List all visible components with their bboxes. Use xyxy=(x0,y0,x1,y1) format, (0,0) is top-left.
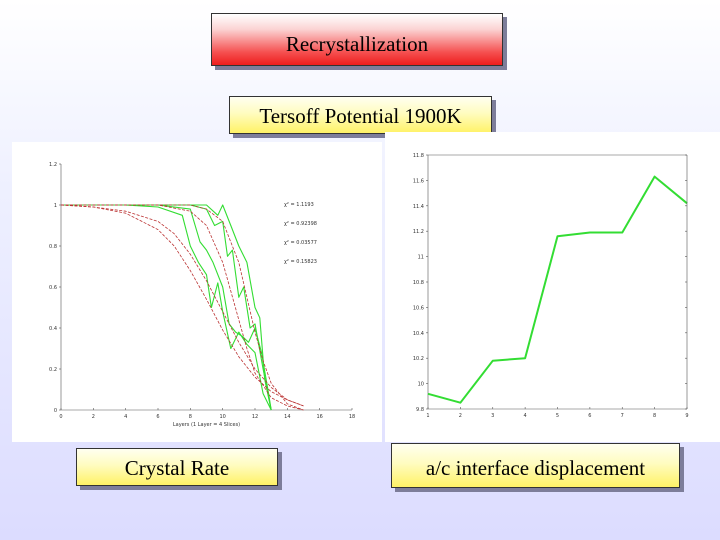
crystal-rate-caption: Crystal Rate xyxy=(76,448,278,486)
x-tick-label: 2 xyxy=(92,414,95,420)
displacement-chart-panel: 9.8 10 10.2 10.4 10.6 10.8 11 11.2 11.4 11.6 11.8 1… xyxy=(385,132,720,442)
x-tick-label: 10 xyxy=(219,414,225,420)
x-tick-label: 16 xyxy=(316,414,322,420)
displacement-caption: a/c interface displacement xyxy=(391,443,680,488)
x-tick-label: 4 xyxy=(524,413,527,419)
y-tick-label: 0.4 xyxy=(49,326,57,332)
slide-subtitle: Tersoff Potential 1900K xyxy=(229,96,492,134)
legend-entry: χ² = 1.1193 xyxy=(284,202,314,208)
y-tick-label: 0.6 xyxy=(49,285,57,291)
displacement-chart: 9.8 10 10.2 10.4 10.6 10.8 11 11.2 11.4 11.6 11.8 1… xyxy=(413,153,689,419)
x-tick-label: 18 xyxy=(349,414,355,420)
x-tick-label: 5 xyxy=(556,413,559,419)
y-tick-label: 11 xyxy=(418,255,424,261)
y-tick-label: 11.6 xyxy=(413,178,424,184)
x-tick-label: 4 xyxy=(124,414,127,420)
x-tick-label: 9 xyxy=(685,413,688,419)
x-tick-label: 6 xyxy=(156,414,159,420)
slide-subtitle-text: Tersoff Potential 1900K xyxy=(259,104,462,128)
x-tick-label: 14 xyxy=(284,414,290,420)
x-tick-label: 3 xyxy=(491,413,494,419)
x-tick-label: 0 xyxy=(59,414,62,420)
y-tick-label: 10.6 xyxy=(413,305,424,311)
legend-entry: χ² = 0.15823 xyxy=(284,259,317,265)
series-line-displacement xyxy=(427,175,688,404)
crystal-rate-chart: 0 0.2 0.4 0.6 0.8 1 1.2 0 2 4 6 8 10 12 14 16 18 Layers (… xyxy=(49,162,355,428)
slide-title-text: Recrystallization xyxy=(285,32,429,56)
crystal-rate-chart-panel: 0 0.2 0.4 0.6 0.8 1 1.2 0 2 4 6 8 10 12 14 16 18 Layers (… xyxy=(12,142,382,442)
legend-entry: χ² = 0.03577 xyxy=(284,240,317,246)
x-tick-label: 7 xyxy=(621,413,624,419)
x-tick-label: 8 xyxy=(189,414,192,420)
x-tick-label: 1 xyxy=(426,413,429,419)
y-tick-label: 11.8 xyxy=(413,153,424,159)
y-tick-label: 1 xyxy=(54,203,57,209)
x-tick-label: 8 xyxy=(653,413,656,419)
series-line-data-1 xyxy=(61,204,272,411)
y-tick-label: 0.8 xyxy=(49,244,57,250)
x-tick-label: 6 xyxy=(588,413,591,419)
y-tick-label: 10.4 xyxy=(413,331,424,337)
series-line-data-4 xyxy=(61,204,272,411)
y-tick-label: 11.4 xyxy=(413,204,424,210)
slide-title: Recrystallization xyxy=(211,13,503,66)
y-tick-label: 10.2 xyxy=(413,356,424,362)
x-axis-title: Layers (1 Layer = 4 Slices) xyxy=(173,422,240,428)
series-line-fit-3 xyxy=(61,204,304,411)
series-line-data-2 xyxy=(61,204,272,411)
displacement-caption-text: a/c interface displacement xyxy=(425,456,646,480)
y-tick-label: 0.2 xyxy=(49,367,57,373)
y-tick-label: 1.2 xyxy=(49,162,57,168)
crystal-rate-caption-text: Crystal Rate xyxy=(124,456,230,480)
series-line-fit-2 xyxy=(60,204,304,407)
series-line-fit-4 xyxy=(61,204,304,411)
y-tick-label: 0 xyxy=(54,408,57,414)
series-line-data-3 xyxy=(61,204,272,411)
y-tick-label: 9.8 xyxy=(416,407,424,413)
series-line-fit-1 xyxy=(60,204,304,407)
x-tick-label: 12 xyxy=(252,414,258,420)
y-tick-label: 10.8 xyxy=(413,280,424,286)
y-tick-label: 10 xyxy=(418,382,424,388)
x-tick-label: 2 xyxy=(459,413,462,419)
y-tick-label: 11.2 xyxy=(413,229,424,235)
legend-entry: χ² = 0.92398 xyxy=(284,221,317,227)
